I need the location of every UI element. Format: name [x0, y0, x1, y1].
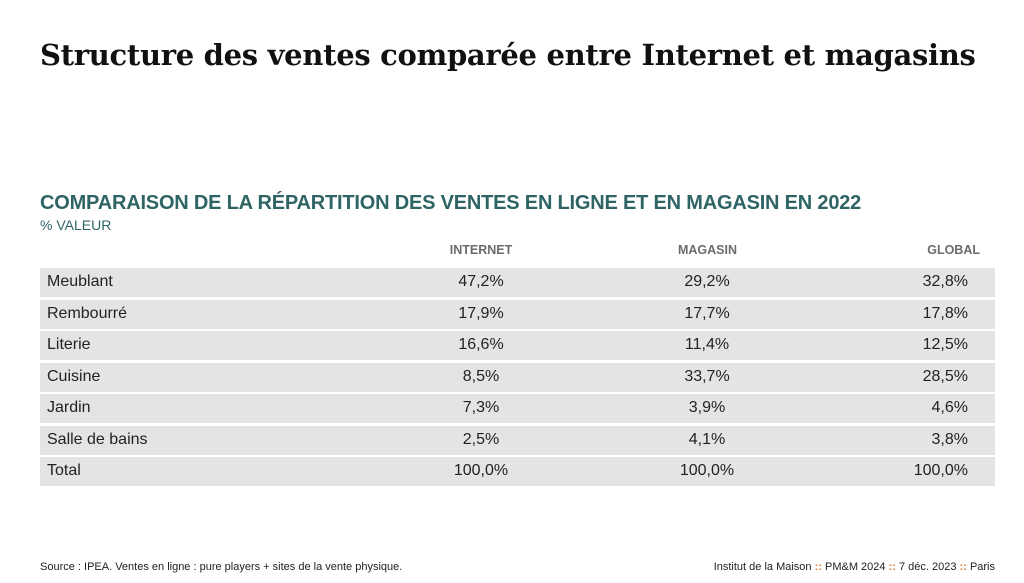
- cell-global: 12,5%: [922, 336, 968, 353]
- data-table: Meublant 47,2% 29,2% 32,8% Rembourré 17,…: [40, 268, 995, 489]
- cell-global: 28,5%: [922, 367, 968, 385]
- footer-separator: ::: [814, 561, 822, 573]
- cell-global: 100,0%: [913, 462, 968, 479]
- cell-internet: 2,5%: [462, 430, 500, 448]
- row-label: Total: [47, 462, 81, 479]
- table-row-meublant: Meublant 47,2% 29,2% 32,8%: [40, 268, 995, 297]
- table-row-total: Total 100,0% 100,0% 100,0%: [40, 457, 995, 486]
- footer-city: Paris: [969, 561, 995, 573]
- table-row-literie: Literie 16,6% 11,4% 12,5%: [40, 331, 995, 360]
- table-row-cuisine: Cuisine 8,5% 33,7% 28,5%: [40, 362, 995, 392]
- footer-event: PM&M 2024: [825, 561, 886, 573]
- footer-organization: Institut de la Maison: [713, 561, 812, 573]
- cell-global: 4,6%: [931, 399, 968, 416]
- table-row-rembourre: Rembourré 17,9% 17,7% 17,8%: [40, 299, 995, 329]
- column-header-internet: INTERNET: [449, 243, 513, 257]
- table-row-jardin: Jardin 7,3% 3,9% 4,6%: [40, 394, 995, 423]
- row-label: Salle de bains: [47, 430, 148, 448]
- table-row-salle-de-bains: Salle de bains 2,5% 4,1% 3,8%: [40, 425, 995, 455]
- column-header-global: GLOBAL: [927, 243, 980, 257]
- footer-separator: ::: [888, 561, 896, 573]
- cell-global: 17,8%: [922, 304, 968, 322]
- cell-internet: 100,0%: [453, 462, 509, 479]
- cell-magasin: 3,9%: [688, 399, 726, 416]
- footer-separator: ::: [959, 561, 967, 573]
- row-label: Cuisine: [47, 367, 101, 385]
- cell-magasin: 11,4%: [684, 336, 730, 353]
- cell-global: 32,8%: [922, 273, 968, 290]
- cell-global: 3,8%: [931, 430, 968, 448]
- cell-magasin: 29,2%: [684, 273, 730, 290]
- cell-internet: 8,5%: [462, 367, 500, 385]
- cell-magasin: 4,1%: [688, 430, 726, 448]
- column-header-magasin: MAGASIN: [677, 243, 738, 257]
- cell-internet: 47,2%: [458, 273, 504, 290]
- table-subheading: % VALEUR: [40, 217, 112, 233]
- row-label: Literie: [47, 336, 91, 353]
- column-headers: INTERNET MAGASIN GLOBAL: [40, 243, 995, 263]
- footer-credit: Institut de la Maison :: PM&M 2024 :: 7 …: [714, 561, 995, 573]
- table-heading: COMPARAISON DE LA RÉPARTITION DES VENTES…: [40, 192, 862, 214]
- row-label: Meublant: [47, 273, 113, 290]
- cell-magasin: 33,7%: [684, 367, 730, 385]
- cell-internet: 7,3%: [462, 399, 500, 416]
- page-title: Structure des ventes comparée entre Inte…: [40, 38, 976, 72]
- cell-internet: 16,6%: [458, 336, 504, 353]
- cell-internet: 17,9%: [458, 304, 504, 322]
- row-label: Jardin: [47, 399, 91, 416]
- footer-date: 7 déc. 2023: [898, 561, 957, 573]
- row-label: Rembourré: [47, 304, 128, 322]
- footer-source: Source : IPEA. Ventes en ligne : pure pl…: [40, 561, 403, 573]
- cell-magasin: 100,0%: [679, 462, 735, 479]
- cell-magasin: 17,7%: [684, 304, 730, 322]
